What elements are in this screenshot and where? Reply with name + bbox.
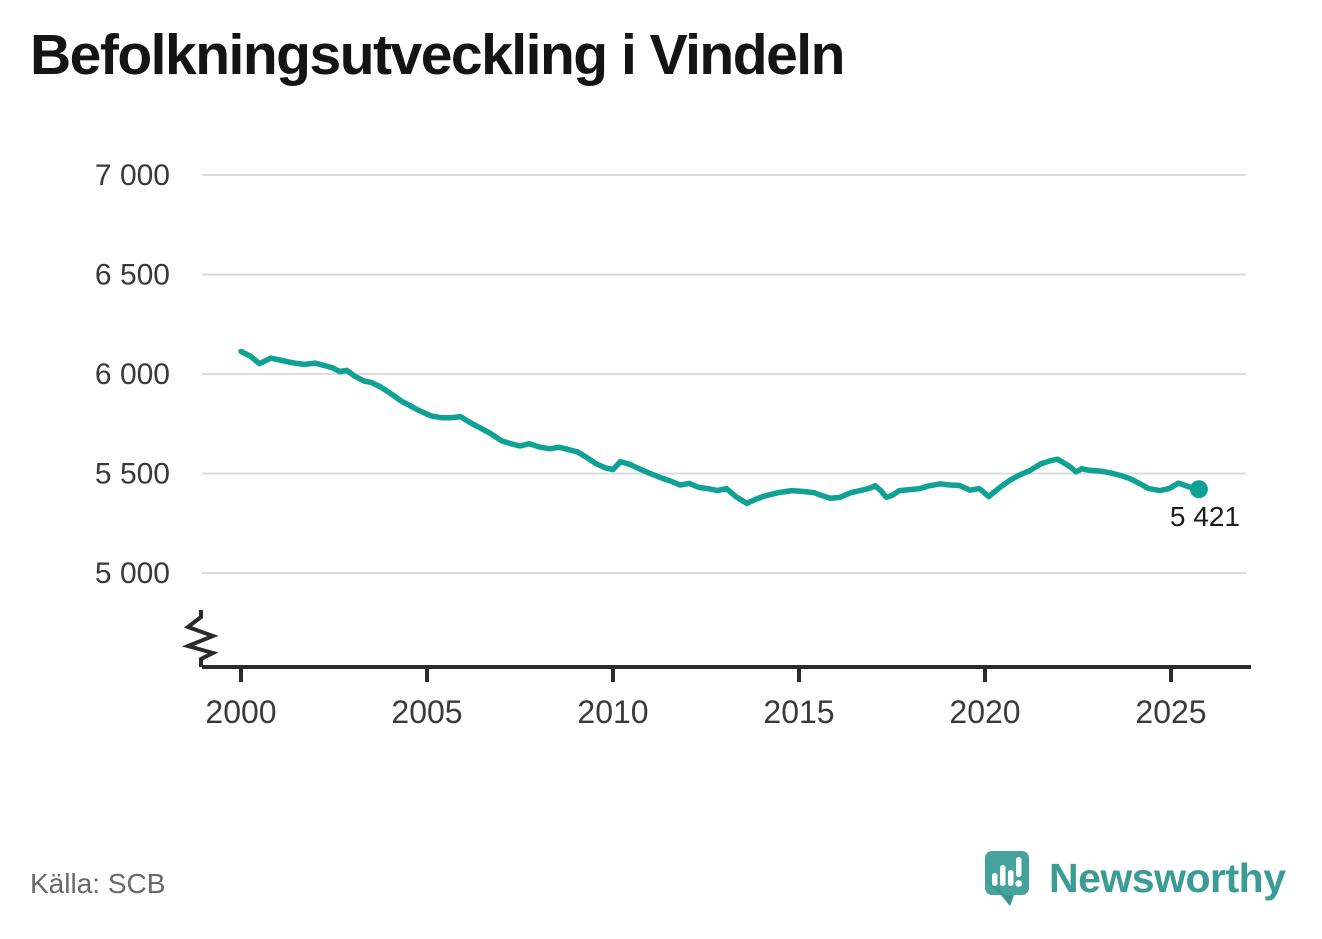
logo-bar-2: [1000, 865, 1006, 886]
y-tick-label: 6 000: [95, 358, 170, 391]
x-tick-label: 2015: [763, 694, 834, 730]
x-tick-label: 2000: [205, 694, 276, 730]
x-tick-label: 2020: [949, 694, 1020, 730]
logo-bubble-shade: [985, 878, 1014, 906]
y-tick-label: 7 000: [95, 159, 170, 192]
source-note: Källa: SCB: [30, 868, 166, 899]
x-tick-label: 2005: [391, 694, 462, 730]
logo-bar-3: [1008, 870, 1014, 886]
newsworthy-wordmark: Newsworthy: [1049, 855, 1286, 901]
last-point-marker: [1189, 480, 1208, 499]
y-tick-label: 6 500: [95, 259, 170, 292]
logo-bar-1: [992, 873, 998, 886]
x-tick-label: 2025: [1135, 694, 1206, 730]
logo-exclamation-dot: [1015, 880, 1023, 887]
y-tick-label: 5 000: [95, 557, 170, 590]
y-tick-label: 5 500: [95, 458, 170, 491]
page-title: Befolkningsutveckling i Vindeln: [30, 23, 845, 87]
newsworthy-branding: Newsworthy: [982, 848, 1302, 910]
logo-exclamation-stem: [1016, 857, 1022, 877]
x-tick-label: 2010: [577, 694, 648, 730]
last-value-label: 5 421: [1170, 501, 1240, 532]
population-line-series: [238, 348, 1202, 507]
axis-break-icon: [181, 610, 219, 667]
newsworthy-logo-icon: [985, 851, 1029, 906]
